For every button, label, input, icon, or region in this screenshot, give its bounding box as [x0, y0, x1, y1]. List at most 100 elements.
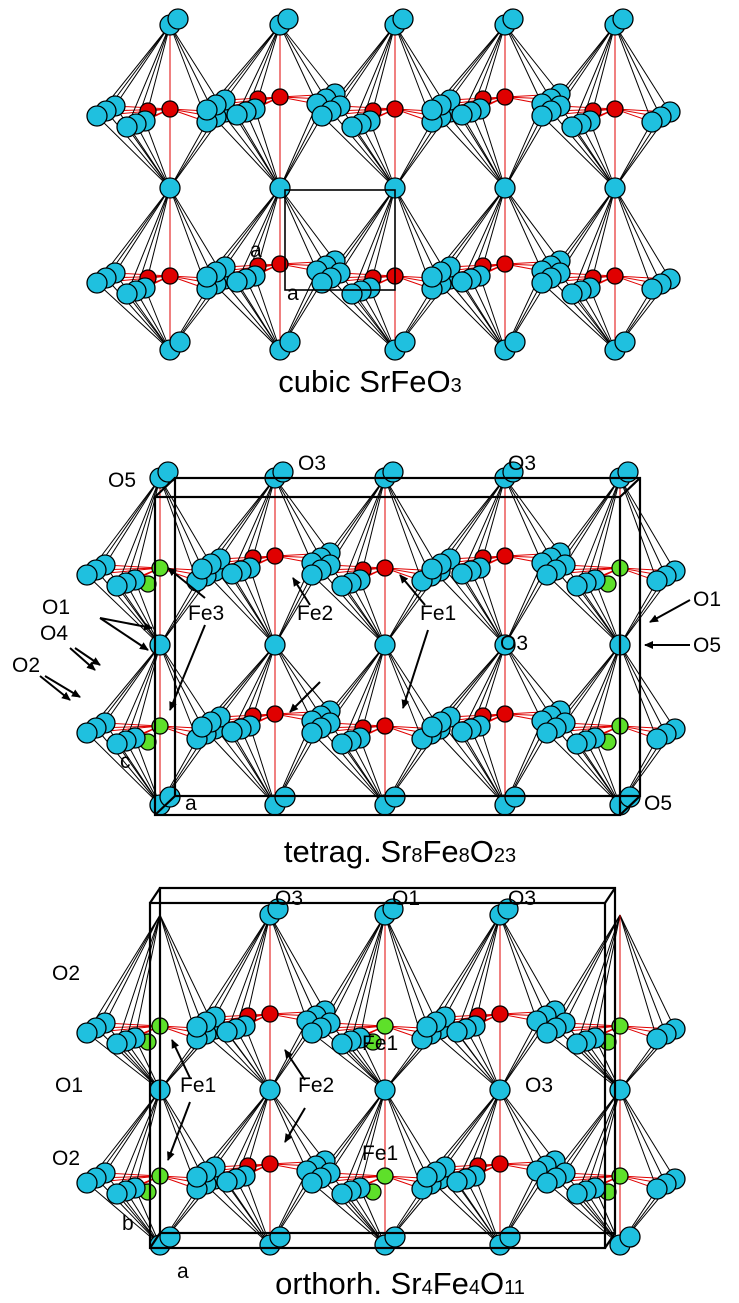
atom	[452, 564, 472, 584]
atom	[417, 1167, 437, 1187]
atom	[422, 717, 442, 737]
bond	[250, 568, 275, 645]
caption-part: Fe	[433, 1266, 469, 1301]
caption-subscript: 11	[504, 1277, 525, 1299]
atom	[192, 717, 212, 737]
caption-subscript: 8	[411, 845, 422, 867]
atom	[452, 722, 472, 742]
bond	[385, 915, 431, 1034]
atom-label: O5	[693, 634, 721, 657]
bond	[105, 645, 160, 723]
bond	[436, 915, 500, 1022]
caption-part: O	[480, 1266, 504, 1301]
atom	[332, 576, 352, 596]
atom	[87, 106, 107, 126]
atom	[192, 559, 212, 579]
bond	[385, 581, 422, 645]
atom	[77, 565, 97, 585]
atom	[332, 734, 352, 754]
bond	[505, 478, 551, 558]
structures	[77, 9, 685, 1255]
atom	[497, 548, 513, 564]
atom	[342, 117, 362, 137]
atom	[537, 1173, 557, 1193]
atom-label: O2	[52, 962, 80, 985]
atom	[605, 178, 625, 198]
bond	[370, 121, 395, 188]
bond	[475, 1176, 500, 1245]
atom	[197, 267, 217, 287]
bond	[255, 276, 280, 350]
bond	[232, 732, 275, 805]
caption-part: cubic SrFeO	[278, 364, 450, 399]
atom	[377, 718, 393, 734]
atom	[562, 117, 582, 137]
atom-label: O3	[298, 452, 326, 475]
bond	[615, 25, 661, 117]
bond	[340, 25, 395, 106]
atom	[375, 1080, 395, 1100]
bond	[462, 574, 505, 645]
bond	[225, 25, 280, 100]
atom	[567, 734, 587, 754]
bond	[385, 478, 440, 571]
bond	[280, 25, 326, 99]
atom	[393, 9, 413, 29]
atom	[647, 571, 667, 591]
atom-label: O4	[40, 622, 68, 645]
atom-label: Fe1	[362, 1032, 398, 1055]
caption-part: orthorh. Sr	[275, 1266, 421, 1301]
bond	[270, 915, 325, 1011]
atom	[642, 279, 662, 299]
atom-label: O5	[108, 469, 136, 492]
bond	[342, 586, 385, 645]
atom-label: O2	[12, 654, 40, 677]
bond	[385, 478, 431, 576]
atom-label: O3	[275, 887, 303, 910]
bond	[615, 122, 652, 188]
bond	[270, 915, 316, 1016]
atom	[497, 89, 513, 105]
bond	[237, 282, 280, 350]
bond	[457, 1032, 500, 1090]
atom	[642, 112, 662, 132]
atom	[647, 1029, 667, 1049]
bond	[572, 127, 615, 188]
bond	[255, 109, 280, 188]
bond	[615, 25, 670, 112]
atom	[170, 332, 190, 352]
bond	[105, 915, 160, 1023]
atom	[260, 1080, 280, 1100]
bond	[615, 188, 661, 284]
atom	[452, 272, 472, 292]
axis-label: a	[177, 1260, 189, 1283]
atom	[162, 268, 178, 284]
atom	[567, 1034, 587, 1054]
atom	[267, 706, 283, 722]
caption-subscript: 8	[459, 845, 470, 867]
atom	[302, 565, 322, 585]
bond	[462, 115, 505, 188]
atom-label: O3	[508, 452, 536, 475]
bond	[220, 478, 275, 559]
atom	[302, 1173, 322, 1193]
axis-label: a	[250, 239, 262, 262]
atom	[532, 273, 552, 293]
atom	[265, 635, 285, 655]
atom	[227, 272, 247, 292]
bond	[620, 478, 666, 576]
atom	[447, 1022, 467, 1042]
atom-label: O1	[42, 596, 70, 619]
atom-label: Fe2	[298, 1074, 334, 1097]
bond	[450, 645, 505, 717]
bond	[232, 574, 275, 645]
caption-part: O	[470, 834, 494, 869]
atom	[505, 332, 525, 352]
caption-subscript: 4	[422, 1277, 433, 1299]
bond	[115, 25, 170, 106]
atom	[503, 9, 523, 29]
atom	[217, 1172, 237, 1192]
bond	[445, 1090, 500, 1167]
atom	[395, 332, 415, 352]
atom-label: Fe2	[297, 602, 333, 625]
